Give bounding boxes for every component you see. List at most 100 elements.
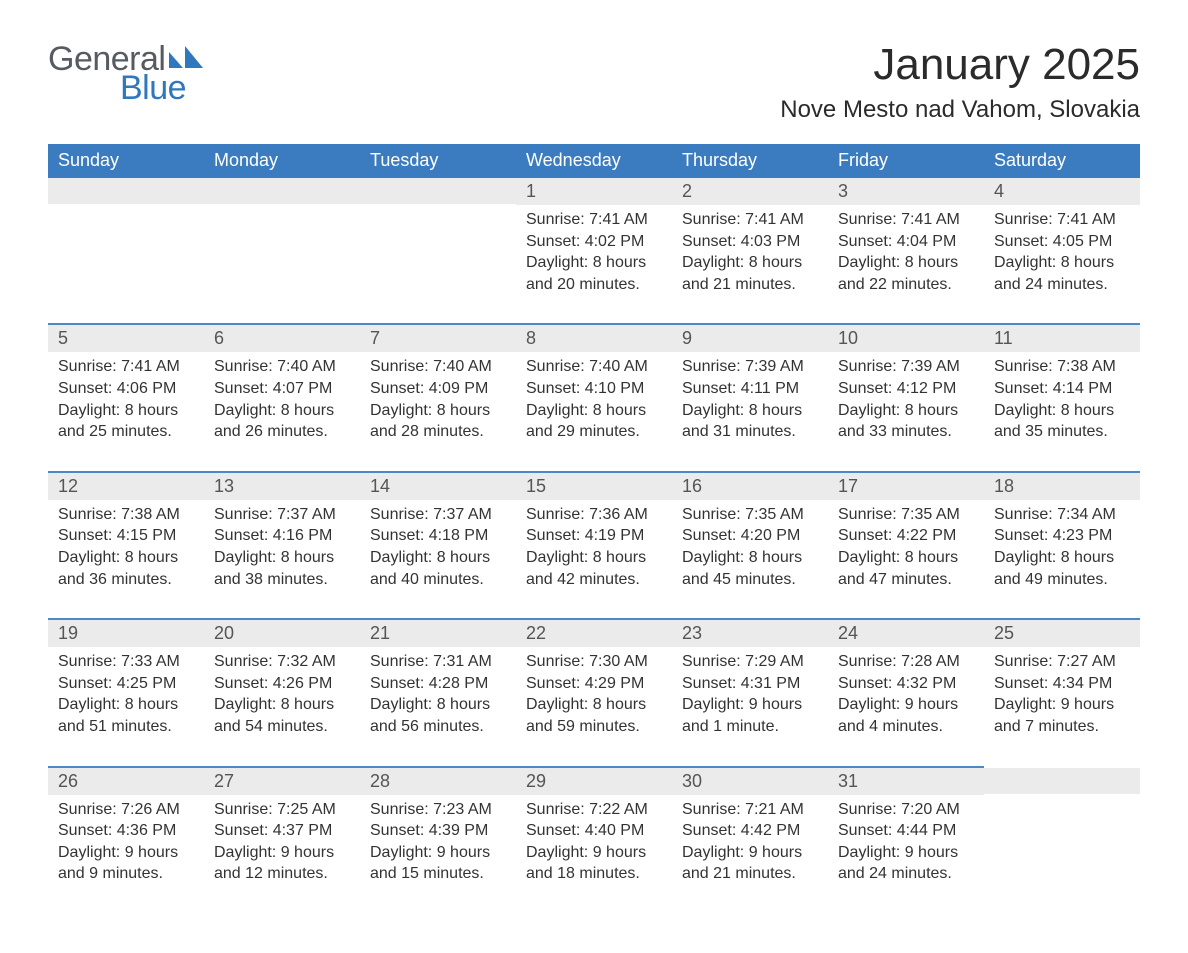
sunrise-text: Sunrise: 7:32 AM — [214, 651, 350, 673]
sunrise-text: Sunrise: 7:40 AM — [370, 356, 506, 378]
day-number-band: 15 — [516, 473, 672, 500]
daylight-text: Daylight: 8 hours and 54 minutes. — [214, 694, 350, 737]
day-cell: 30 Sunrise: 7:21 AMSunset: 4:42 PMDayligh… — [672, 766, 828, 913]
sunrise-text: Sunrise: 7:35 AM — [838, 504, 974, 526]
day-number-band: 10 — [828, 325, 984, 352]
day-cell: 5Sunrise: 7:41 AMSunset: 4:06 PMDaylight… — [48, 323, 204, 470]
header: General Blue January 2025 Nove Mesto nad… — [48, 40, 1140, 124]
sunset-text: Sunset: 4:39 PM — [370, 820, 506, 842]
sunset-text: Sunset: 4:32 PM — [838, 673, 974, 695]
dow-cell: Thursday — [672, 144, 828, 178]
day-cell — [204, 178, 360, 323]
calendar: SundayMondayTuesdayWednesdayThursdayFrid… — [48, 144, 1140, 913]
day-cell: 15Sunrise: 7:36 AMSunset: 4:19 PMDayligh… — [516, 471, 672, 618]
day-details: Sunrise: 7:20 AMSunset: 4:44 PMDaylight:… — [838, 799, 974, 885]
day-cell: 10 Sunrise: 7:39 AMSunset: 4:12 PMDayligh… — [828, 323, 984, 470]
sunset-text: Sunset: 4:23 PM — [994, 525, 1130, 547]
sunset-text: Sunset: 4:02 PM — [526, 231, 662, 253]
day-number: 4 — [994, 181, 1004, 201]
daylight-text: Daylight: 9 hours and 12 minutes. — [214, 842, 350, 885]
dow-cell: Sunday — [48, 144, 204, 178]
day-details: Sunrise: 7:41 AMSunset: 4:04 PMDaylight:… — [838, 209, 974, 295]
day-number-band: 21 — [360, 620, 516, 647]
sunset-text: Sunset: 4:05 PM — [994, 231, 1130, 253]
sunrise-text: Sunrise: 7:41 AM — [682, 209, 818, 231]
day-details: Sunrise: 7:34 AMSunset: 4:23 PMDaylight:… — [994, 504, 1130, 590]
sunrise-text: Sunrise: 7:40 AM — [214, 356, 350, 378]
sunset-text: Sunset: 4:19 PM — [526, 525, 662, 547]
day-cell: 11Sunrise: 7:38 AMSunset: 4:14 PMDayligh… — [984, 323, 1140, 470]
day-cell: 20Sunrise: 7:32 AMSunset: 4:26 PMDayligh… — [204, 618, 360, 765]
day-number: 8 — [526, 328, 536, 348]
daylight-text: Daylight: 8 hours and 29 minutes. — [526, 400, 662, 443]
daylight-text: Daylight: 8 hours and 59 minutes. — [526, 694, 662, 737]
sunset-text: Sunset: 4:16 PM — [214, 525, 350, 547]
day-cell: 18 Sunrise: 7:34 AMSunset: 4:23 PMDayligh… — [984, 471, 1140, 618]
day-cell: 28Sunrise: 7:23 AMSunset: 4:39 PMDayligh… — [360, 766, 516, 913]
day-number-band: 4 — [984, 178, 1140, 205]
day-number-band: 22 — [516, 620, 672, 647]
daylight-text: Daylight: 8 hours and 49 minutes. — [994, 547, 1130, 590]
day-cell — [48, 178, 204, 323]
day-number-band: 12 — [48, 473, 204, 500]
daylight-text: Daylight: 9 hours and 24 minutes. — [838, 842, 974, 885]
daylight-text: Daylight: 8 hours and 33 minutes. — [838, 400, 974, 443]
day-details: Sunrise: 7:21 AMSunset: 4:42 PMDaylight:… — [682, 799, 818, 885]
day-details: Sunrise: 7:29 AMSunset: 4:31 PMDaylight:… — [682, 651, 818, 737]
sunset-text: Sunset: 4:25 PM — [58, 673, 194, 695]
day-number: 18 — [994, 476, 1014, 496]
sunset-text: Sunset: 4:11 PM — [682, 378, 818, 400]
day-number: 30 — [682, 771, 702, 791]
day-cell: 4Sunrise: 7:41 AMSunset: 4:05 PMDaylight… — [984, 178, 1140, 323]
day-cell — [360, 178, 516, 323]
day-cell: 19Sunrise: 7:33 AMSunset: 4:25 PMDayligh… — [48, 618, 204, 765]
day-cell: 31Sunrise: 7:20 AMSunset: 4:44 PMDayligh… — [828, 766, 984, 913]
sunrise-text: Sunrise: 7:39 AM — [682, 356, 818, 378]
sunrise-text: Sunrise: 7:28 AM — [838, 651, 974, 673]
daylight-text: Daylight: 8 hours and 25 minutes. — [58, 400, 194, 443]
day-number-band: 24 — [828, 620, 984, 647]
day-cell: 16Sunrise: 7:35 AMSunset: 4:20 PMDayligh… — [672, 471, 828, 618]
sunrise-text: Sunrise: 7:35 AM — [682, 504, 818, 526]
daylight-text: Daylight: 8 hours and 28 minutes. — [370, 400, 506, 443]
day-number-band: 9 — [672, 325, 828, 352]
day-number: 6 — [214, 328, 224, 348]
day-cell: 21Sunrise: 7:31 AMSunset: 4:28 PMDayligh… — [360, 618, 516, 765]
day-number-band: 26 — [48, 768, 204, 795]
day-cell: 26Sunrise: 7:26 AMSunset: 4:36 PMDayligh… — [48, 766, 204, 913]
day-details: Sunrise: 7:39 AMSunset: 4:12 PMDaylight:… — [838, 356, 974, 442]
day-cell: 25Sunrise: 7:27 AMSunset: 4:34 PMDayligh… — [984, 618, 1140, 765]
week-row: 19Sunrise: 7:33 AMSunset: 4:25 PMDayligh… — [48, 618, 1140, 765]
daylight-text: Daylight: 9 hours and 21 minutes. — [682, 842, 818, 885]
day-details: Sunrise: 7:41 AMSunset: 4:02 PMDaylight:… — [526, 209, 662, 295]
day-number: 28 — [370, 771, 390, 791]
sunset-text: Sunset: 4:15 PM — [58, 525, 194, 547]
sunset-text: Sunset: 4:26 PM — [214, 673, 350, 695]
sunrise-text: Sunrise: 7:39 AM — [838, 356, 974, 378]
day-details: Sunrise: 7:35 AMSunset: 4:22 PMDaylight:… — [838, 504, 974, 590]
day-number-band: 23 — [672, 620, 828, 647]
sunrise-text: Sunrise: 7:41 AM — [58, 356, 194, 378]
sunset-text: Sunset: 4:06 PM — [58, 378, 194, 400]
week-row: 26Sunrise: 7:26 AMSunset: 4:36 PMDayligh… — [48, 766, 1140, 913]
day-number-band: 28 — [360, 768, 516, 795]
day-number-band: 13 — [204, 473, 360, 500]
day-number-band: 7 — [360, 325, 516, 352]
sunset-text: Sunset: 4:04 PM — [838, 231, 974, 253]
sunset-text: Sunset: 4:18 PM — [370, 525, 506, 547]
day-cell: 13Sunrise: 7:37 AMSunset: 4:16 PMDayligh… — [204, 471, 360, 618]
day-cell: 9Sunrise: 7:39 AMSunset: 4:11 PMDaylight… — [672, 323, 828, 470]
day-number-band: 17 — [828, 473, 984, 500]
day-number: 27 — [214, 771, 234, 791]
sunset-text: Sunset: 4:31 PM — [682, 673, 818, 695]
day-number: 2 — [682, 181, 692, 201]
day-number: 23 — [682, 623, 702, 643]
day-cell: 8Sunrise: 7:40 AMSunset: 4:10 PMDaylight… — [516, 323, 672, 470]
day-number: 14 — [370, 476, 390, 496]
sunrise-text: Sunrise: 7:41 AM — [994, 209, 1130, 231]
daylight-text: Daylight: 8 hours and 26 minutes. — [214, 400, 350, 443]
day-cell: 1Sunrise: 7:41 AMSunset: 4:02 PMDaylight… — [516, 178, 672, 323]
dow-cell: Monday — [204, 144, 360, 178]
day-cell: 7Sunrise: 7:40 AMSunset: 4:09 PMDaylight… — [360, 323, 516, 470]
day-number: 16 — [682, 476, 702, 496]
